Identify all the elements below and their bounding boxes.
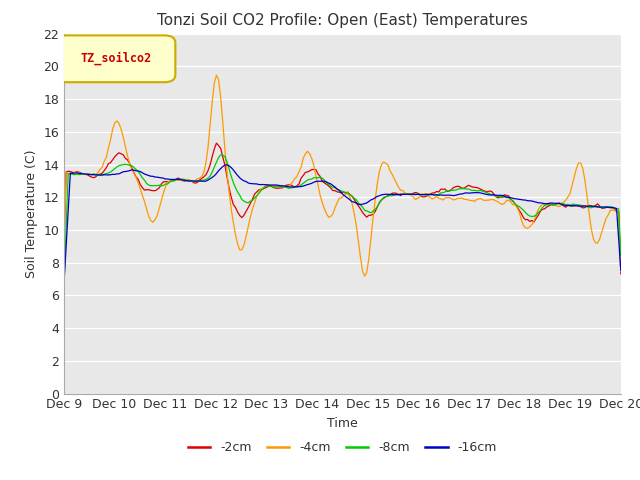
- Title: Tonzi Soil CO2 Profile: Open (East) Temperatures: Tonzi Soil CO2 Profile: Open (East) Temp…: [157, 13, 528, 28]
- -16cm: [617, 267, 625, 273]
- -8cm: [75, 172, 83, 178]
- X-axis label: Time: Time: [327, 417, 358, 430]
- -4cm: [244, 224, 252, 229]
- -4cm: [301, 151, 309, 157]
- -16cm: [272, 182, 280, 188]
- -4cm: [272, 183, 280, 189]
- -4cm: [60, 245, 68, 251]
- -2cm: [212, 140, 220, 146]
- -4cm: [75, 170, 83, 176]
- -8cm: [301, 179, 309, 185]
- -2cm: [617, 271, 625, 276]
- -8cm: [617, 252, 625, 258]
- Line: -4cm: -4cm: [64, 75, 621, 276]
- Line: -16cm: -16cm: [64, 165, 621, 284]
- -8cm: [244, 200, 252, 205]
- -16cm: [60, 281, 68, 287]
- -8cm: [412, 192, 419, 198]
- -2cm: [75, 169, 83, 175]
- -16cm: [244, 180, 252, 186]
- -8cm: [217, 152, 225, 158]
- -16cm: [75, 170, 83, 176]
- -8cm: [60, 281, 68, 287]
- -2cm: [272, 185, 280, 191]
- Legend: -2cm, -4cm, -8cm, -16cm: -2cm, -4cm, -8cm, -16cm: [183, 436, 502, 459]
- -4cm: [382, 160, 390, 166]
- -2cm: [301, 169, 309, 175]
- -8cm: [380, 194, 388, 200]
- -2cm: [60, 243, 68, 249]
- -4cm: [413, 195, 421, 201]
- Line: -2cm: -2cm: [64, 143, 621, 274]
- Line: -8cm: -8cm: [64, 155, 621, 284]
- Y-axis label: Soil Temperature (C): Soil Temperature (C): [25, 149, 38, 278]
- -4cm: [212, 72, 220, 78]
- -2cm: [244, 204, 252, 210]
- -2cm: [412, 190, 419, 195]
- -16cm: [380, 192, 388, 197]
- FancyBboxPatch shape: [56, 36, 175, 82]
- Text: TZ_soilco2: TZ_soilco2: [80, 51, 152, 65]
- -16cm: [223, 162, 231, 168]
- -4cm: [617, 269, 625, 275]
- -2cm: [380, 195, 388, 201]
- -4cm: [361, 274, 369, 279]
- -8cm: [272, 183, 280, 189]
- -16cm: [412, 192, 419, 197]
- -16cm: [301, 182, 309, 188]
